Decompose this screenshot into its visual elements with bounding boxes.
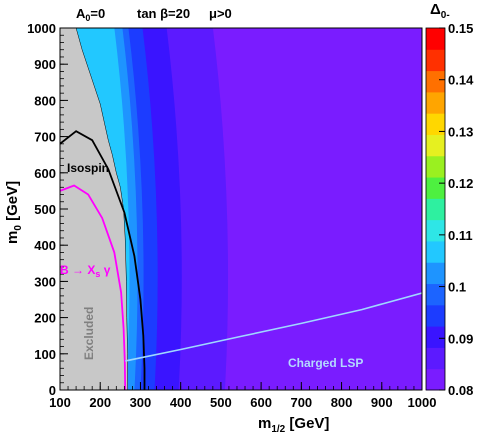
y-axis-title: m0 [GeV] — [4, 181, 24, 244]
curve-charged-lsp — [125, 292, 422, 362]
color-bar-band — [426, 113, 445, 135]
color-bar-band — [426, 28, 445, 50]
x-tick-label: 400 — [170, 395, 192, 410]
color-bar-tick-label: 0.1 — [448, 280, 466, 295]
y-tick-label: 200 — [34, 311, 56, 326]
color-bar-band — [426, 283, 445, 306]
color-bar — [426, 28, 445, 391]
annotation-isospin: Isospin — [67, 161, 109, 175]
curve-b-xs- — [60, 184, 127, 390]
x-tick-label: 900 — [371, 395, 393, 410]
color-bar-tick-label: 0.14 — [448, 73, 474, 88]
excluded-region — [60, 28, 128, 390]
color-bar-band — [426, 219, 445, 242]
x-ticks: 100 200 300 400 500 600 700 800 900 1000 — [49, 382, 436, 410]
x-tick-label: 100 — [49, 395, 71, 410]
y-tick-label: 1000 — [27, 21, 56, 36]
y-tick-label: 800 — [34, 93, 56, 108]
color-bar-band — [426, 304, 445, 327]
color-bar-title: Δ0- — [430, 1, 450, 21]
color-bar-band — [426, 368, 445, 391]
x-tick-label: 300 — [130, 395, 152, 410]
color-bar-band — [426, 177, 445, 199]
y-tick-label: 600 — [34, 166, 56, 181]
color-bar-band — [426, 91, 445, 114]
color-bar-tick-label: 0.12 — [448, 176, 473, 191]
annotation-charged-lsp: Charged LSP — [288, 356, 363, 370]
color-bar-band — [426, 49, 445, 72]
color-bar-band — [426, 347, 445, 370]
y-tick-label: 700 — [34, 130, 56, 145]
color-bar-tick-label: 0.13 — [448, 124, 473, 139]
color-bar-band — [426, 326, 445, 348]
y-tick-label: 400 — [34, 238, 56, 253]
annotation-bxs-gamma: B → Xs γ — [60, 263, 111, 279]
header-tanbeta: tan β=20 — [137, 6, 190, 21]
color-bar-band — [426, 198, 445, 221]
color-bar-ticks: 0.15 0.14 0.13 0.12 0.11 0.1 0.09 0.08 — [439, 21, 474, 398]
x-tick-label: 1000 — [408, 395, 437, 410]
x-axis-title: m1/2 [GeV] — [258, 415, 329, 435]
y-tick-label: 900 — [34, 57, 56, 72]
color-bar-tick-label: 0.09 — [448, 331, 473, 346]
x-tick-label: 800 — [331, 395, 353, 410]
color-bar-band — [426, 134, 445, 157]
y-ticks: 0 100 200 300 400 500 600 700 800 900 1000 — [27, 21, 68, 398]
y-tick-label: 300 — [34, 274, 56, 289]
curve-isospin — [60, 130, 146, 390]
header-mu: μ>0 — [209, 6, 232, 21]
header-a0: A0=0 — [76, 6, 105, 23]
color-bar-band — [426, 240, 445, 263]
contour-curves — [60, 130, 422, 390]
plot-area — [60, 28, 422, 390]
x-tick-label: 200 — [89, 395, 111, 410]
x-tick-label: 700 — [290, 395, 312, 410]
color-bar-tick-label: 0.08 — [448, 383, 473, 398]
color-bar-tick-label: 0.11 — [448, 228, 473, 243]
color-bar-band — [426, 155, 445, 178]
annotation-excluded: Excluded — [82, 307, 96, 360]
color-bar-tick-label: 0.15 — [448, 21, 473, 36]
y-tick-label: 500 — [34, 202, 56, 217]
color-bar-frame — [425, 27, 446, 391]
color-bar-band — [426, 262, 445, 285]
x-tick-label: 500 — [210, 395, 232, 410]
y-tick-label: 100 — [34, 347, 56, 362]
y-tick-label: 0 — [49, 383, 56, 398]
color-bar-band — [426, 70, 445, 93]
x-tick-label: 600 — [250, 395, 272, 410]
